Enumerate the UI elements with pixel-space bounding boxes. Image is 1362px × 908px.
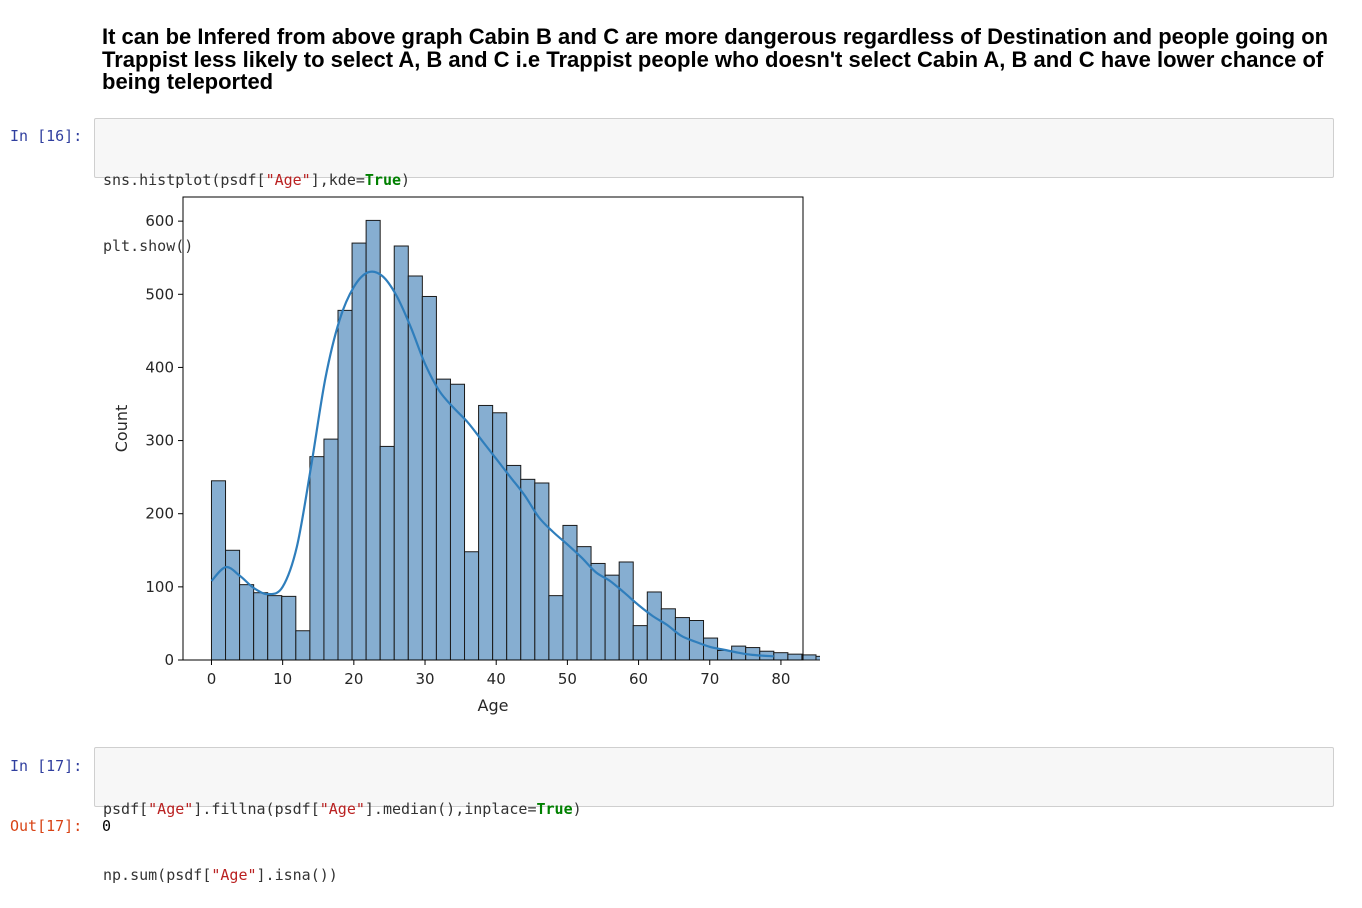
histogram-bar xyxy=(534,482,550,661)
histogram-bar xyxy=(815,655,820,661)
markdown-heading: It can be Infered from above graph Cabin… xyxy=(102,24,1329,94)
x-tick-label: 10 xyxy=(273,670,292,688)
histogram-bar xyxy=(435,378,451,661)
code-line: psdf["Age"].fillna(psdf["Age"].median(),… xyxy=(103,800,582,818)
histogram-bar xyxy=(773,652,789,661)
x-tick-label: 40 xyxy=(487,670,506,688)
x-tick-label: 50 xyxy=(558,670,577,688)
histogram-bar xyxy=(548,595,564,661)
code-line: plt.show() xyxy=(103,237,194,255)
histogram-bar xyxy=(309,456,325,661)
x-tick-label: 70 xyxy=(700,670,719,688)
x-tick-label: 20 xyxy=(344,670,363,688)
code-cell-16[interactable]: sns.histplot(psdf["Age"],kde=True) plt.s… xyxy=(94,118,1334,255)
x-tick-label: 0 xyxy=(207,670,217,688)
input-prompt-17: In [17]: xyxy=(10,757,83,775)
histogram-bar xyxy=(337,309,353,661)
y-tick-label: 100 xyxy=(145,578,174,596)
histogram-bar xyxy=(210,480,227,661)
histogram-bar xyxy=(239,584,255,661)
kde-line xyxy=(210,270,774,658)
input-prompt-16: In [16]: xyxy=(10,127,83,145)
histogram-bar xyxy=(351,242,367,661)
histogram-bar xyxy=(379,445,395,661)
age-histogram-chart: 0 10 20 30 40 50 60 70 80 0 100 200 300 400 500 600 Ag… xyxy=(112,196,820,715)
code-line: np.sum(psdf["Age"].isna()) xyxy=(103,866,338,884)
y-tick-label: 600 xyxy=(145,212,174,230)
histogram-bar xyxy=(323,438,339,661)
histogram-bar xyxy=(660,608,676,661)
histogram-bars xyxy=(210,219,820,661)
histogram-bar xyxy=(787,653,803,661)
histogram-bar xyxy=(492,412,508,661)
y-tick-label: 500 xyxy=(145,285,174,303)
output-prompt-17: Out[17]: xyxy=(10,817,83,835)
output-value-17: 0 xyxy=(102,817,112,835)
y-tick-label: 300 xyxy=(145,432,174,450)
histogram-bar xyxy=(253,592,269,661)
x-axis-ticks: 0 10 20 30 40 50 60 70 80 xyxy=(207,660,790,688)
histogram-bar xyxy=(618,561,634,661)
histogram-bar xyxy=(407,275,423,661)
histogram-bar xyxy=(576,546,592,661)
x-tick-label: 60 xyxy=(629,670,648,688)
histogram-bar xyxy=(281,595,297,661)
histogram-bar xyxy=(393,245,409,661)
histogram-bar xyxy=(295,630,311,661)
histogram-bar xyxy=(267,595,283,661)
plot-frame xyxy=(182,196,804,661)
y-tick-label: 0 xyxy=(164,651,174,669)
x-axis-label: Age xyxy=(478,696,509,715)
histogram-bar xyxy=(464,551,480,661)
x-tick-label: 80 xyxy=(771,670,790,688)
histogram-bar xyxy=(365,219,381,661)
histogram-bar xyxy=(646,591,662,661)
histogram-bar xyxy=(421,295,437,661)
y-axis-ticks: 0 100 200 300 400 500 600 xyxy=(145,212,183,669)
histogram-bar xyxy=(449,383,466,661)
y-axis-label: Count xyxy=(112,405,131,453)
histogram-bar xyxy=(506,464,522,661)
y-tick-label: 200 xyxy=(145,505,174,523)
code-line: sns.histplot(psdf["Age"],kde=True) xyxy=(103,171,411,189)
histogram-bar xyxy=(801,654,817,661)
code-cell-17[interactable]: psdf["Age"].fillna(psdf["Age"].median(),… xyxy=(94,747,1334,884)
y-tick-label: 400 xyxy=(145,358,174,376)
histogram-bar xyxy=(632,625,648,661)
x-tick-label: 30 xyxy=(415,670,434,688)
